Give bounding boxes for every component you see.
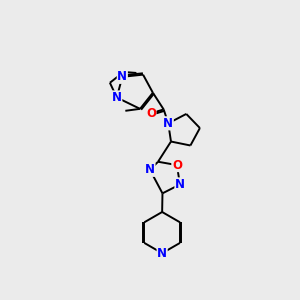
- Text: N: N: [163, 117, 173, 130]
- Text: O: O: [172, 159, 182, 172]
- Text: N: N: [157, 247, 167, 260]
- Text: N: N: [175, 178, 185, 191]
- Text: N: N: [117, 70, 127, 83]
- Text: N: N: [112, 91, 122, 104]
- Text: O: O: [146, 107, 156, 120]
- Text: N: N: [145, 163, 155, 176]
